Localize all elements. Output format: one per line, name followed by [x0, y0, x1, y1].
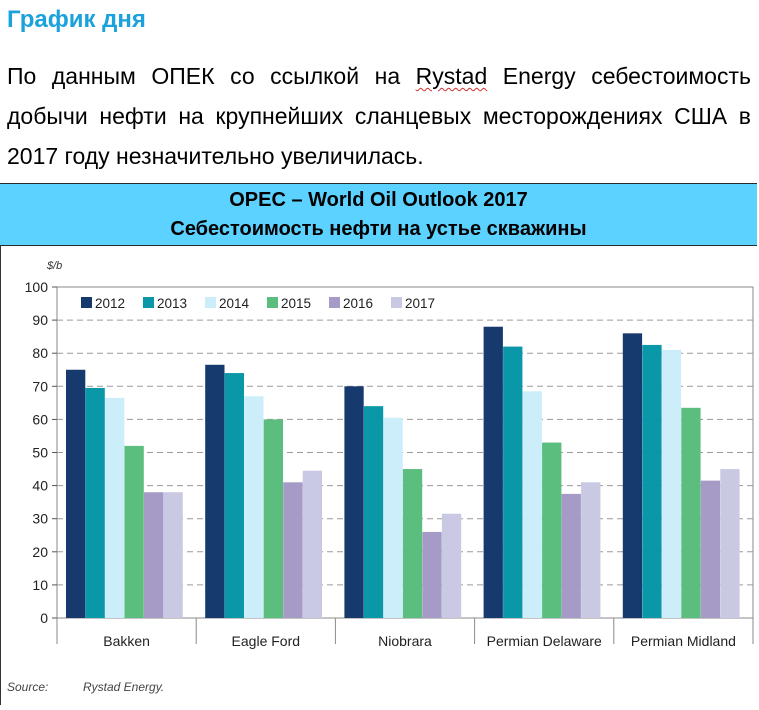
- bar-group-permian-delaware: [483, 326, 601, 618]
- legend-swatch: [267, 297, 278, 308]
- y-tick-label: 20: [32, 544, 48, 560]
- y-axis-unit-label: $/b: [46, 260, 62, 272]
- bar-group-bakken: [66, 369, 183, 618]
- y-tick-label: 0: [40, 610, 48, 626]
- lead-text-end: Energy себестоимость добычи нефти на кру…: [7, 63, 751, 169]
- bar-chart: $/b 0 10 20 30 40 50 60 70 80 90 100 Bakken Eagle F…: [25, 260, 754, 649]
- source-note: Source: Rystad Energy.: [7, 680, 164, 694]
- bar: [105, 397, 125, 618]
- bar: [661, 349, 682, 618]
- x-category-label: Bakken: [103, 633, 150, 649]
- lead-text-start: По данным ОПЕК со ссылкой на: [7, 63, 416, 89]
- legend-entry: 2013: [157, 296, 187, 311]
- chart-banner: OPEC – World Oil Outlook 2017 Себестоимо…: [0, 183, 757, 246]
- y-tick-label: 90: [32, 312, 48, 328]
- bar-group-niobrara: [344, 386, 462, 618]
- bar: [283, 482, 303, 618]
- x-category-label: Eagle Ford: [232, 633, 300, 649]
- bar: [542, 442, 562, 618]
- bar: [144, 492, 164, 618]
- bar: [224, 373, 244, 618]
- y-axis-ticks: 0 10 20 30 40 50 60 70 80 90 100: [25, 279, 57, 626]
- bar: [363, 406, 384, 618]
- legend-entry: 2015: [281, 296, 311, 311]
- bar: [85, 387, 105, 618]
- legend: 2012 2013 2014 2015 2016 2017: [81, 296, 435, 311]
- legend-swatch: [143, 297, 154, 308]
- bar: [681, 407, 701, 618]
- source-label: Source:: [7, 680, 49, 694]
- legend-swatch: [329, 297, 340, 308]
- lead-text-underlined: Rystad: [415, 63, 488, 89]
- legend-entry: 2016: [343, 296, 373, 311]
- bar: [622, 333, 643, 618]
- bar: [66, 369, 86, 618]
- x-category-label: Permian Delaware: [487, 633, 602, 649]
- bar: [720, 469, 740, 618]
- bar-groups: [66, 326, 740, 618]
- x-axis: Bakken Eagle Ford Niobrara Permian Delaware…: [56, 618, 754, 649]
- legend-swatch: [391, 297, 402, 308]
- bar-group-permian-midland: [622, 333, 740, 618]
- bar: [522, 391, 542, 618]
- bar: [422, 531, 442, 618]
- y-tick-label: 60: [32, 411, 48, 427]
- legend-entry: 2014: [219, 296, 250, 311]
- banner-subtitle: Себестоимость нефти на устье скважины: [170, 218, 587, 240]
- y-tick-label: 10: [32, 577, 48, 593]
- legend-swatch: [205, 297, 216, 308]
- bar: [205, 364, 225, 618]
- x-category-label: Niobrara: [378, 633, 432, 649]
- source-value: Rystad Energy.: [83, 680, 165, 694]
- chart-area: $/b 0 10 20 30 40 50 60 70 80 90 100 Bakken Eagle F…: [0, 245, 759, 705]
- y-tick-label: 30: [32, 511, 48, 527]
- legend-entry: 2012: [95, 296, 125, 311]
- legend-entry: 2017: [405, 296, 435, 311]
- legend-swatch: [81, 297, 92, 308]
- y-tick-label: 40: [32, 478, 48, 494]
- lead-paragraph: По данным ОПЕК со ссылкой на Rystad Ener…: [7, 56, 751, 176]
- bar: [561, 493, 581, 618]
- bar: [441, 513, 462, 618]
- bar: [503, 346, 523, 618]
- bar: [302, 470, 322, 618]
- bar: [383, 417, 403, 618]
- bar: [244, 396, 264, 618]
- bar-group-eagle-ford: [205, 364, 322, 618]
- bar: [263, 419, 283, 618]
- bar: [483, 326, 503, 618]
- banner-title: OPEC – World Oil Outlook 2017: [229, 189, 528, 211]
- bar: [700, 480, 721, 618]
- bar: [642, 344, 662, 618]
- bar: [163, 492, 183, 618]
- bar: [344, 386, 364, 618]
- x-category-label: Permian Midland: [631, 633, 736, 649]
- y-tick-label: 50: [32, 445, 48, 461]
- y-tick-label: 70: [32, 378, 48, 394]
- y-tick-label: 80: [32, 345, 48, 361]
- y-tick-label: 100: [25, 279, 49, 295]
- bar: [124, 445, 144, 618]
- page-heading: График дня: [7, 6, 146, 33]
- bar: [581, 482, 601, 618]
- bar: [402, 469, 423, 618]
